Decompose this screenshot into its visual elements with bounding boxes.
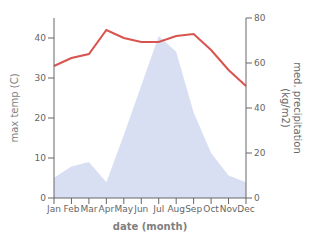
svg-text:10: 10: [35, 153, 47, 163]
svg-text:60: 60: [254, 58, 266, 68]
svg-text:80: 80: [254, 13, 266, 23]
svg-text:40: 40: [35, 33, 47, 43]
svg-text:Feb: Feb: [63, 204, 79, 214]
svg-text:20: 20: [35, 113, 47, 123]
svg-text:40: 40: [254, 103, 266, 113]
svg-text:Aug: Aug: [167, 204, 185, 214]
svg-text:Nov: Nov: [220, 204, 238, 214]
svg-text:Oct: Oct: [203, 204, 219, 214]
svg-text:max temp (C): max temp (C): [9, 73, 20, 142]
svg-text:0: 0: [254, 193, 260, 203]
svg-text:20: 20: [254, 148, 266, 158]
svg-text:Mar: Mar: [80, 204, 97, 214]
svg-text:Sep: Sep: [185, 204, 202, 214]
svg-text:Jun: Jun: [133, 204, 148, 214]
svg-text:Jan: Jan: [46, 204, 61, 214]
svg-text:May: May: [115, 204, 134, 214]
svg-text:Apr: Apr: [99, 204, 115, 214]
svg-text:med. precipitation(kg/m2): med. precipitation(kg/m2): [280, 62, 303, 154]
svg-text:30: 30: [35, 73, 47, 83]
svg-text:0: 0: [40, 193, 46, 203]
svg-text:Jul: Jul: [152, 204, 164, 214]
svg-text:Dec: Dec: [237, 204, 254, 214]
svg-text:date (month): date (month): [113, 221, 187, 232]
